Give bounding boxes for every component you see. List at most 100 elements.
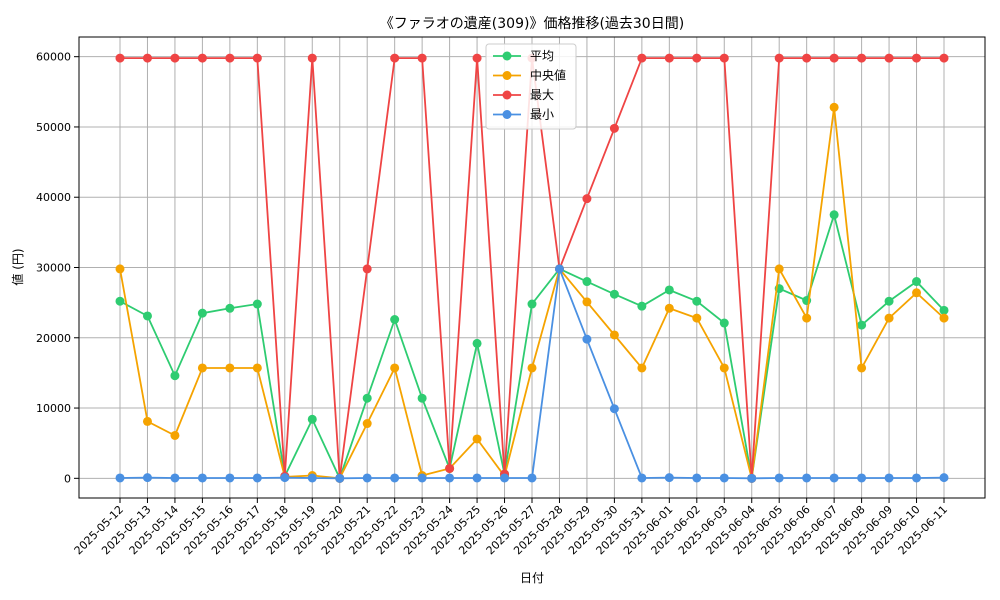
data-point [692, 313, 702, 323]
legend-marker [502, 90, 512, 100]
data-point [747, 473, 757, 483]
data-point [692, 296, 702, 306]
data-point [939, 305, 949, 315]
data-point [472, 473, 482, 483]
data-point [390, 315, 400, 325]
data-point [609, 404, 619, 414]
data-point [197, 473, 207, 483]
data-point [719, 473, 729, 483]
data-point [390, 53, 400, 63]
data-point [197, 53, 207, 63]
legend-entry: 平均 [493, 49, 554, 63]
y-tick-label: 20000 [36, 332, 71, 345]
series-layer [115, 53, 949, 483]
data-point [307, 473, 317, 483]
data-point [554, 264, 564, 274]
series-中央値 [115, 102, 949, 483]
data-point [142, 311, 152, 321]
data-point [912, 288, 922, 298]
data-point [912, 277, 922, 287]
data-point [664, 303, 674, 313]
data-point [142, 473, 152, 483]
data-point [637, 473, 647, 483]
data-point [197, 308, 207, 318]
data-point [802, 473, 812, 483]
data-point [939, 53, 949, 63]
data-point [472, 434, 482, 444]
data-point [445, 463, 455, 473]
data-point [390, 473, 400, 483]
data-point [857, 363, 867, 373]
data-point [225, 303, 235, 313]
data-point [582, 297, 592, 307]
data-point [582, 194, 592, 204]
legend-entry: 最大 [493, 88, 554, 102]
y-tick-label: 40000 [36, 191, 71, 204]
data-point [637, 363, 647, 373]
data-point [582, 277, 592, 287]
data-point [170, 473, 180, 483]
data-point [582, 334, 592, 344]
data-point [829, 210, 839, 220]
data-point [472, 53, 482, 63]
data-point [390, 363, 400, 373]
data-point [197, 363, 207, 373]
data-point [829, 102, 839, 112]
data-point [225, 53, 235, 63]
legend-entry: 中央値 [493, 68, 566, 83]
data-point [692, 53, 702, 63]
legend-label: 最大 [530, 88, 554, 102]
data-point [939, 313, 949, 323]
data-point [115, 53, 125, 63]
data-point [307, 414, 317, 424]
data-point [637, 301, 647, 311]
legend-marker [502, 71, 512, 80]
data-point [307, 53, 317, 63]
data-point [280, 473, 290, 483]
data-point [884, 296, 894, 306]
data-point [664, 285, 674, 295]
legend-label: 最小 [530, 108, 554, 122]
legend-entry: 最小 [493, 108, 554, 122]
data-point [912, 473, 922, 483]
y-tick-label: 10000 [36, 402, 71, 415]
x-axis-ticks: 2025-05-122025-05-132025-05-142025-05-15… [72, 498, 950, 557]
y-tick-label: 30000 [36, 262, 71, 275]
data-point [445, 473, 455, 483]
data-point [637, 53, 647, 63]
data-point [719, 53, 729, 63]
series-最小 [115, 264, 949, 483]
data-point [362, 419, 372, 429]
data-point [939, 473, 949, 483]
data-point [115, 296, 125, 306]
data-point [225, 363, 235, 373]
data-point [252, 299, 262, 309]
legend-marker [502, 110, 512, 119]
data-point [857, 53, 867, 63]
data-point [664, 473, 674, 483]
data-point [884, 313, 894, 323]
legend-box [485, 43, 577, 130]
y-tick-label: 50000 [36, 121, 71, 134]
data-point [417, 53, 427, 63]
data-point [527, 299, 537, 309]
data-point [912, 53, 922, 63]
data-point [829, 473, 839, 483]
data-point [417, 393, 427, 403]
data-point [774, 264, 784, 274]
chart-title: 《ファラオの遺産(309)》価格推移(過去30日間) [380, 16, 684, 32]
data-point [500, 473, 510, 483]
data-point [362, 264, 372, 274]
data-point [527, 473, 537, 483]
y-axis-ticks: 0 10000 20000 30000 40000 50000 60000 [36, 51, 79, 485]
data-point [609, 289, 619, 299]
data-point [252, 473, 262, 483]
data-point [170, 371, 180, 381]
data-point [335, 473, 345, 483]
data-point [884, 473, 894, 483]
data-point [252, 53, 262, 63]
y-axis-label: 値 (円) [10, 248, 25, 285]
data-point [774, 473, 784, 483]
data-point [362, 473, 372, 483]
